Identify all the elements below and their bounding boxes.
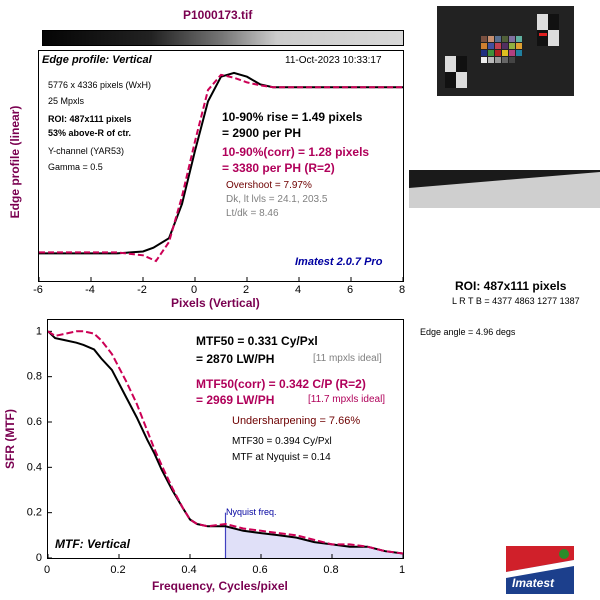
color-patch [488, 57, 494, 63]
color-patch [495, 57, 501, 63]
edge-x-tick-label: 2 [243, 284, 249, 296]
mtf-x-axis-label: Frequency, Cycles/pixel [152, 579, 288, 593]
light-dark-ratio: Lt/dk = 8.46 [226, 208, 279, 219]
gradient-bar [42, 30, 404, 46]
mtf50-text: MTF50 = 0.331 Cy/Pxl [196, 334, 318, 348]
edge-header: Edge profile: Vertical [42, 54, 152, 66]
color-patch [495, 43, 501, 49]
side-roi-text: ROI: 487x111 pixels [455, 279, 567, 293]
mtf-y-axis-label: SFR (MTF) [3, 409, 17, 469]
edge-y-axis-label: Edge profile (linear) [8, 105, 22, 219]
mtf-x-tick-label: 1 [399, 564, 405, 576]
mtf-header: MTF: Vertical [55, 537, 130, 551]
edge-x-tick-label: -4 [85, 284, 95, 296]
mtf-x-tick-label: 0.2 [110, 564, 125, 576]
edge-x-tick-label: 0 [191, 284, 197, 296]
color-patch [516, 36, 522, 42]
color-patch [516, 50, 522, 56]
rise-text: 10-90% rise = 1.49 pixels [222, 110, 363, 124]
mtf30-text: MTF30 = 0.394 Cy/Pxl [232, 436, 332, 447]
mtf-corrected-line [48, 330, 403, 555]
chart-thumbnail [437, 6, 574, 96]
roi-info: ROI: 487x111 pixels [48, 114, 132, 124]
rise-corr-text: 10-90%(corr) = 1.28 pixels [222, 145, 370, 159]
color-patch [502, 57, 508, 63]
rise-corr-per-ph: = 3380 per PH (R=2) [222, 161, 335, 175]
edge-profile-plot [38, 50, 404, 282]
roi-image [409, 170, 600, 208]
rise-per-ph: = 2900 per PH [222, 126, 302, 140]
size-info: 5776 x 4336 pixels (WxH) [48, 80, 152, 90]
color-patch [509, 43, 515, 49]
color-patch [481, 50, 487, 56]
edge-corrected-line [39, 73, 403, 263]
imatest-logo: Imatest [506, 546, 574, 594]
overshoot-text: Overshoot = 7.97% [226, 180, 312, 191]
edge-x-tick-label: -6 [33, 284, 43, 296]
mtf-y-tick-label: 0.6 [27, 416, 42, 428]
edge-x-tick-label: 4 [295, 284, 301, 296]
dark-light-levels: Dk, lt lvls = 24.1, 203.5 [226, 194, 328, 205]
color-patch [488, 43, 494, 49]
mtf-y-tick-label: 1 [36, 325, 42, 337]
file-title: P1000173.tif [183, 8, 253, 22]
mtf50-corr-ideal: [11.7 mpxls ideal] [308, 394, 386, 405]
color-patch [509, 36, 515, 42]
mtf-x-tick-label: 0 [44, 564, 50, 576]
edge-x-tick-label: -2 [137, 284, 147, 296]
color-patch [495, 36, 501, 42]
color-patch [509, 50, 515, 56]
mtf-y-tick-label: 0.2 [27, 507, 42, 519]
mtf50-corr-lwph: = 2969 LW/PH [196, 393, 275, 407]
color-patch [495, 50, 501, 56]
mtf50-ideal: [11 mpxls ideal] [313, 353, 382, 364]
roi-position: 53% above-R of ctr. [48, 128, 132, 138]
color-patch [502, 43, 508, 49]
color-patch [481, 36, 487, 42]
edge-timestamp: 11-Oct-2023 10:33:17 [285, 55, 382, 66]
mtf-x-tick-label: 0.4 [181, 564, 196, 576]
color-patch [481, 43, 487, 49]
nyquist-label: Nyquist freq. [226, 507, 277, 517]
side-lrtb-text: L R T B = 4377 4863 1277 1387 [452, 296, 580, 306]
color-patch [516, 57, 522, 63]
mtf50-lwph: = 2870 LW/PH [196, 352, 275, 366]
mtf-x-tick-label: 0.6 [252, 564, 267, 576]
edge-x-tick-label: 8 [399, 284, 405, 296]
color-patch [509, 57, 515, 63]
logo-text: Imatest [512, 576, 555, 590]
edge-angle-text: Edge angle = 4.96 degs [420, 327, 516, 337]
edge-x-tick-label: 6 [347, 284, 353, 296]
version-label: Imatest 2.0.7 Pro [295, 256, 383, 268]
color-patch [488, 50, 494, 56]
color-patch [488, 36, 494, 42]
mtf-nyquist-text: MTF at Nyquist = 0.14 [232, 452, 331, 463]
color-patch [502, 36, 508, 42]
mtf-plot [47, 319, 404, 559]
edge-x-axis-label: Pixels (Vertical) [171, 296, 260, 310]
mtf-y-tick-label: 0 [36, 552, 42, 563]
color-patch [516, 43, 522, 49]
mtf-y-tick-label: 0.4 [27, 461, 42, 473]
color-patch [502, 50, 508, 56]
mtf50-corr-text: MTF50(corr) = 0.342 C/P (R=2) [196, 377, 366, 391]
mtf-x-tick-label: 0.8 [323, 564, 338, 576]
undersharpening-text: Undersharpening = 7.66% [232, 415, 361, 427]
mtf-y-tick-label: 0.8 [27, 371, 42, 383]
mpxls-info: 25 Mpxls [48, 96, 85, 106]
gamma-info: Gamma = 0.5 [48, 162, 103, 172]
channel-info: Y-channel (YAR53) [48, 146, 125, 156]
color-patch [481, 57, 487, 63]
